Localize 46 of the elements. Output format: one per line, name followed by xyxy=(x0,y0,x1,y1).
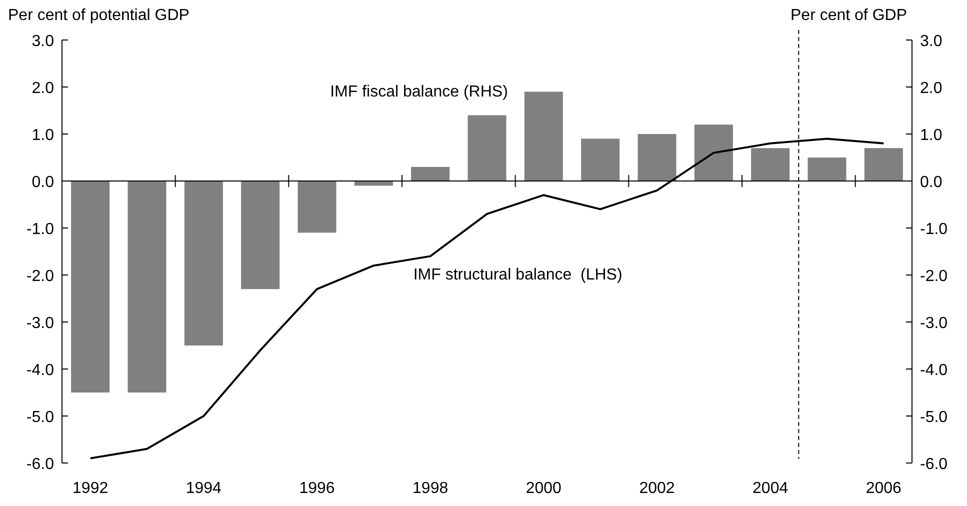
x-tick-label: 2002 xyxy=(639,480,675,497)
y-tick-label: -1.0 xyxy=(26,221,54,238)
x-tick-label: 1992 xyxy=(72,480,108,497)
y2-tick-label: 1.0 xyxy=(920,127,942,144)
y2-tick-label: -5.0 xyxy=(920,409,948,426)
bar xyxy=(71,181,110,392)
y-tick-label: -6.0 xyxy=(26,456,54,473)
x-tick-label: 1996 xyxy=(299,480,335,497)
series-label: IMF structural balance (LHS) xyxy=(413,266,622,284)
y-tick-label: -5.0 xyxy=(26,409,54,426)
bar xyxy=(184,181,223,346)
bar xyxy=(751,148,790,181)
y2-tick-label: -1.0 xyxy=(920,221,948,238)
y2-tick-label: 3.0 xyxy=(920,33,942,50)
bar xyxy=(241,181,280,290)
y-tick-label: -3.0 xyxy=(26,315,54,332)
x-tick-label: 1994 xyxy=(186,480,222,497)
bar xyxy=(638,134,676,181)
y2-tick-label: -4.0 xyxy=(920,362,948,379)
y2-tick-label: -2.0 xyxy=(920,268,948,285)
y2-tick-label: -3.0 xyxy=(920,315,948,332)
bar xyxy=(411,166,450,181)
x-tick-label: 2004 xyxy=(752,480,788,497)
bar xyxy=(694,124,733,181)
y-tick-label: 3.0 xyxy=(32,33,54,50)
bar xyxy=(808,158,846,181)
x-tick-label: 2006 xyxy=(866,480,902,497)
y2-tick-label: -6.0 xyxy=(920,456,948,473)
bar xyxy=(864,148,903,181)
bar xyxy=(468,115,506,181)
y-tick-label: 2.0 xyxy=(32,80,54,97)
y-tick-label: 0.0 xyxy=(32,174,54,191)
bar xyxy=(298,181,336,233)
x-tick-label: 2000 xyxy=(526,480,562,497)
y-axis-title: Per cent of potential GDP xyxy=(8,7,190,24)
bar xyxy=(581,138,620,181)
y-tick-label: -4.0 xyxy=(26,362,54,379)
y2-tick-label: 2.0 xyxy=(920,80,942,97)
y2-axis-title: Per cent of GDP xyxy=(790,7,907,24)
y-tick-label: 1.0 xyxy=(32,127,54,144)
y-tick-label: -2.0 xyxy=(26,268,54,285)
x-tick-label: 1998 xyxy=(412,480,448,497)
bar xyxy=(128,181,166,392)
series-label: IMF fiscal balance (RHS) xyxy=(330,83,508,100)
bar xyxy=(524,92,563,181)
y2-tick-label: 0.0 xyxy=(920,174,942,191)
